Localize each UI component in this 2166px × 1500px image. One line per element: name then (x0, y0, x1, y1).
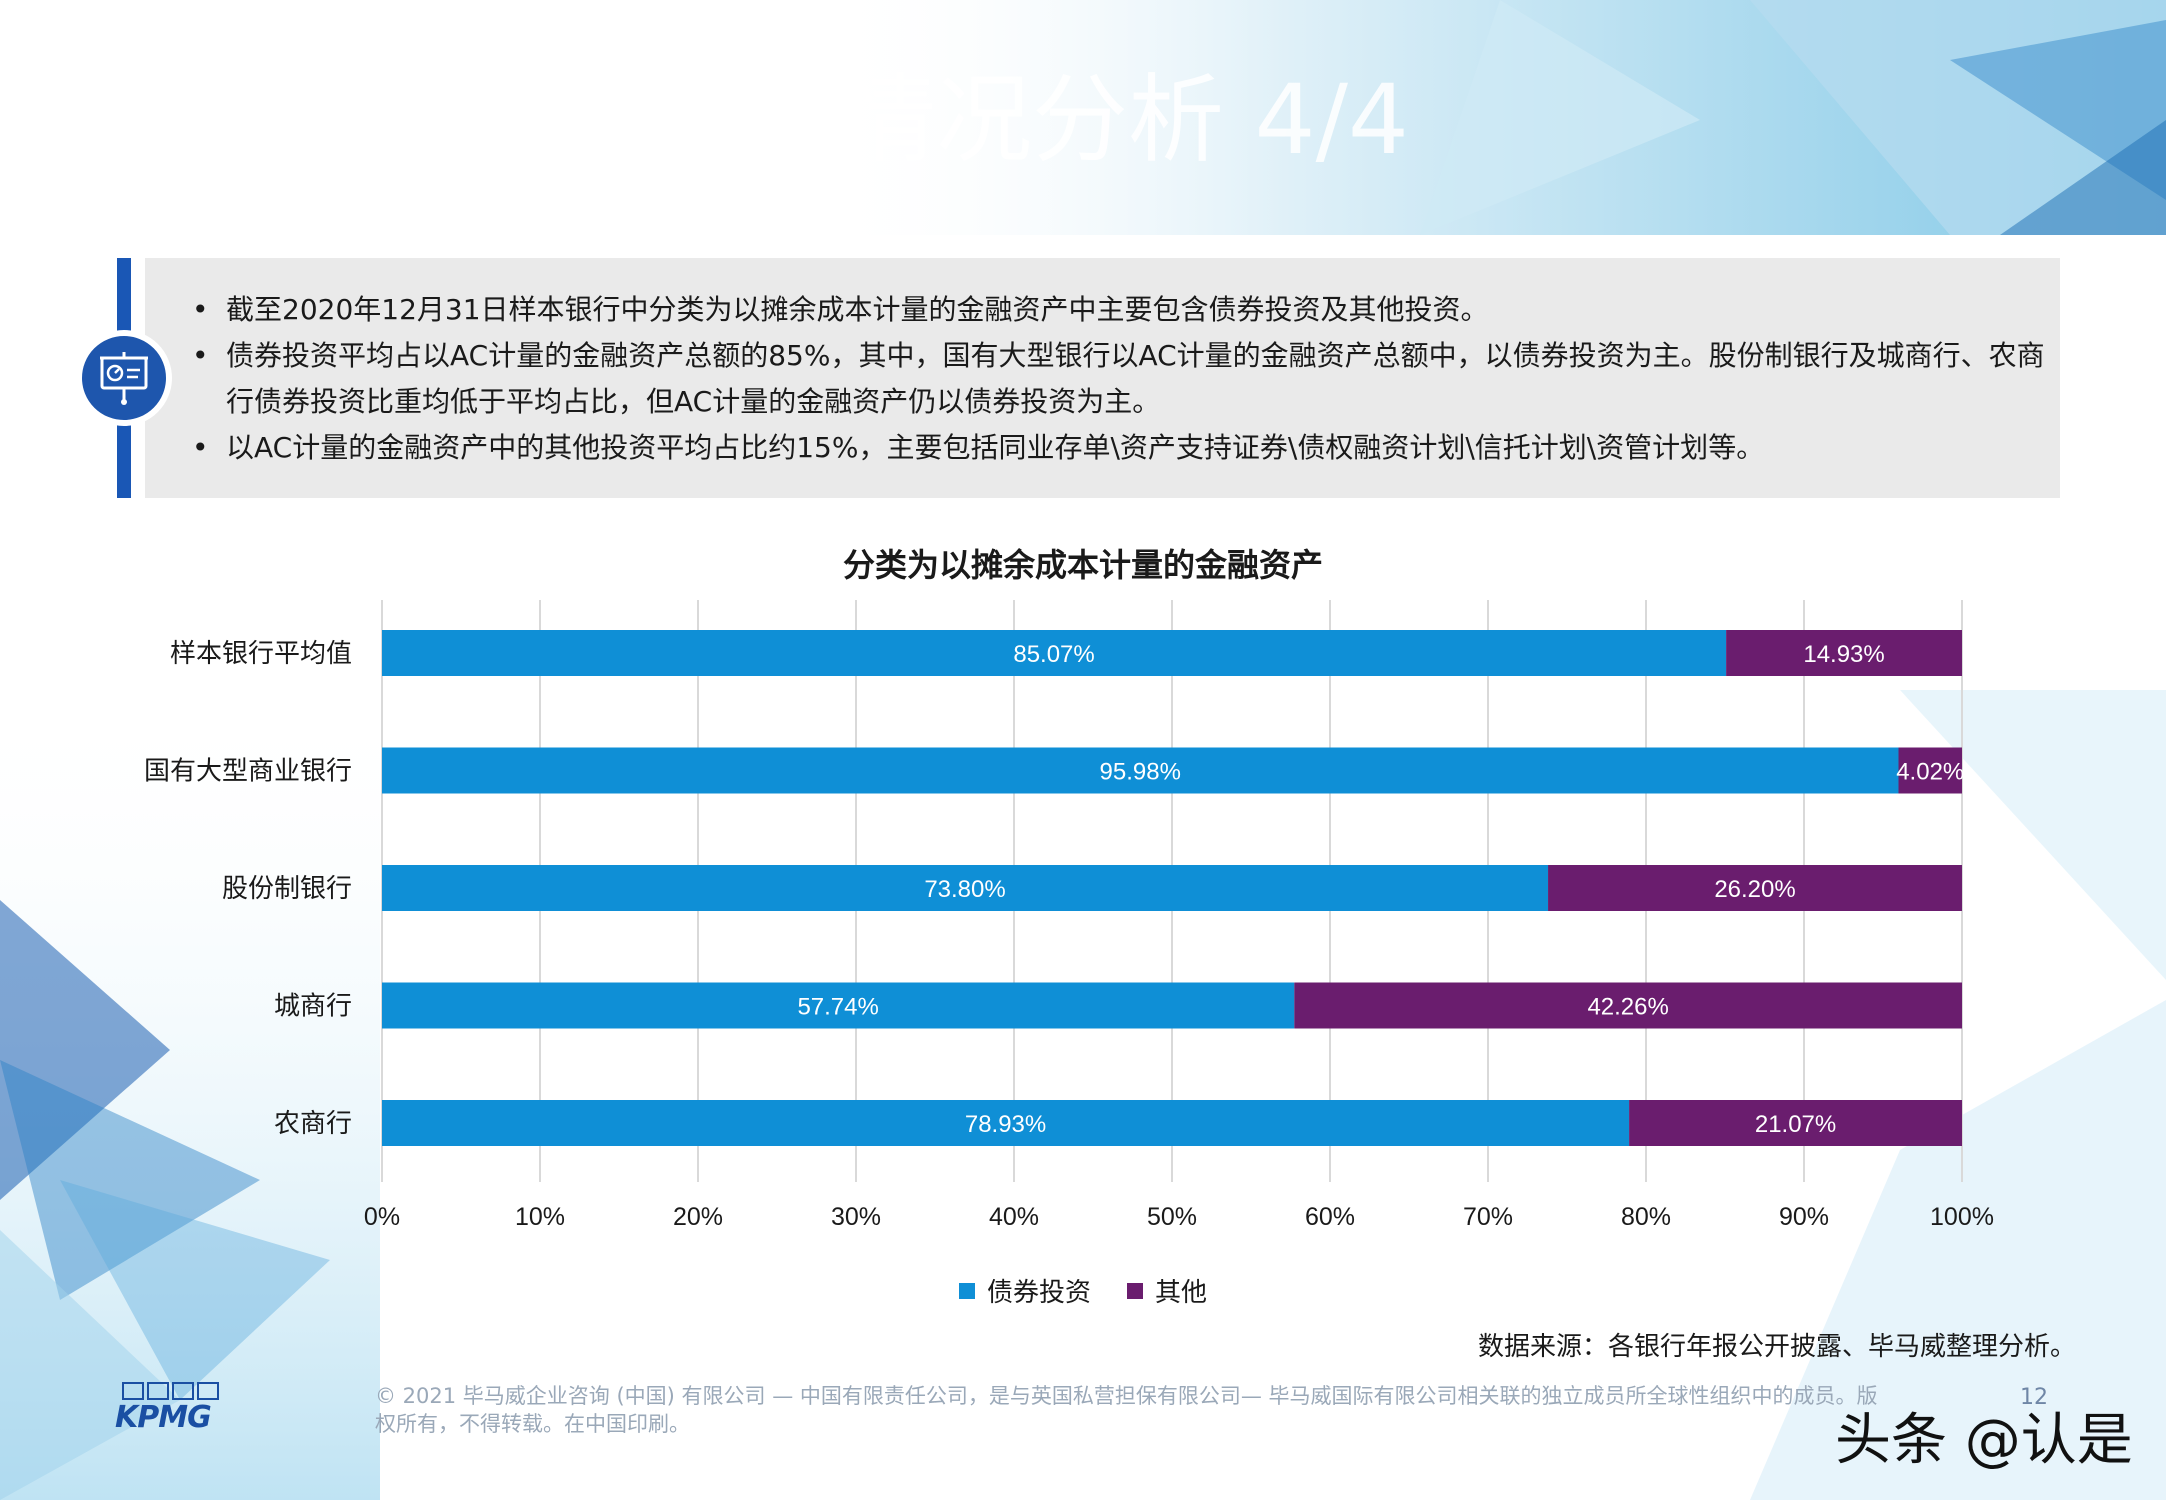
data-label: 42.26% (1587, 994, 1668, 1021)
bar-segment-other (1629, 1100, 1962, 1146)
bar-segment-bonds (382, 982, 1295, 1029)
page-title: 情况分析 4/4 (840, 64, 1410, 176)
bar-segment-bonds (382, 1100, 1630, 1146)
x-tick-label: 60% (1305, 1203, 1355, 1231)
x-tick-label: 70% (1463, 1203, 1513, 1231)
data-label: 57.74% (797, 994, 878, 1021)
chart-title: 分类为以摊余成本计量的金融资产 (842, 546, 1323, 584)
copyright-text: © 2021 毕马威企业咨询 (中国) 有限公司 — 中国有限责任公司，是与英国… (375, 1384, 1878, 1436)
data-label: 85.07% (1013, 641, 1094, 668)
x-tick-label: 0% (364, 1203, 400, 1231)
data-label: 4.02% (1896, 759, 1964, 786)
x-tick-label: 90% (1779, 1203, 1829, 1231)
bar-segment-bonds (382, 865, 1549, 911)
legend-swatch-bonds (958, 1282, 975, 1299)
category-label: 股份制银行 (222, 874, 352, 904)
x-tick-label: 50% (1147, 1203, 1197, 1231)
x-tick-label: 100% (1930, 1203, 1994, 1231)
bar-segment-bonds (382, 747, 1899, 794)
data-label: 14.93% (1803, 641, 1884, 668)
page-number: 12 (2020, 1385, 2048, 1410)
summary-bullet-1: 截至2020年12月31日样本银行中分类为以摊余成本计量的金融资产中主要包含债券… (190, 287, 2050, 333)
category-label: 国有大型商业银行 (144, 757, 352, 787)
x-tick-label: 30% (831, 1203, 881, 1231)
stacked-bar-chart: 0% 10% 20% 30% 40% 50% 60% 70% 80% 90% 100% 样本银行平均值… (144, 600, 1994, 1231)
summary-bullet-2: 债券投资平均占以AC计量的金融资产总额的85%，其中，国有大型银行以AC计量的金… (190, 333, 2050, 425)
kpmg-logo: KPMG (115, 1400, 212, 1435)
x-tick-label: 80% (1621, 1203, 1671, 1231)
bar-segment-bonds (382, 630, 1727, 676)
legend-item-other: 其他 (1127, 1272, 1207, 1309)
category-label: 城商行 (274, 992, 352, 1022)
kpmg-logo-boxes (122, 1382, 219, 1400)
x-tick-label: 40% (989, 1203, 1039, 1231)
data-label: 26.20% (1714, 876, 1795, 903)
bar-segment-other (1294, 982, 1962, 1029)
bar-segment-other (1898, 747, 1962, 794)
presentation-board-icon (76, 330, 172, 426)
data-label: 21.07% (1755, 1111, 1836, 1138)
watermark-text: 头条 @认是 (1835, 1408, 2133, 1473)
category-label: 农商行 (274, 1109, 352, 1139)
x-tick-label: 10% (515, 1203, 565, 1231)
legend-item-bonds: 债券投资 (958, 1272, 1091, 1309)
category-label: 样本银行平均值 (170, 639, 352, 669)
data-label: 73.80% (924, 876, 1005, 903)
summary-bullet-3: 以AC计量的金融资产中的其他投资平均占比约15%，主要包括同业存单\资产支持证券… (190, 425, 2050, 471)
legend-label-bonds: 债券投资 (986, 1278, 1091, 1308)
legend-label-other: 其他 (1155, 1278, 1208, 1308)
legend-swatch-other (1127, 1282, 1143, 1299)
chart-legend: 债券投资 其他 (0, 1272, 2166, 1309)
bar-segment-other (1726, 630, 1962, 676)
bar-segment-other (1548, 865, 1962, 911)
x-tick-label: 20% (673, 1203, 723, 1231)
data-label: 78.93% (965, 1111, 1046, 1138)
data-source-note: 数据来源：各银行年报公开披露、毕马威整理分析。 (1477, 1332, 2076, 1362)
data-label: 95.98% (1100, 759, 1181, 786)
summary-bullets: 截至2020年12月31日样本银行中分类为以摊余成本计量的金融资产中主要包含债券… (190, 287, 2050, 471)
